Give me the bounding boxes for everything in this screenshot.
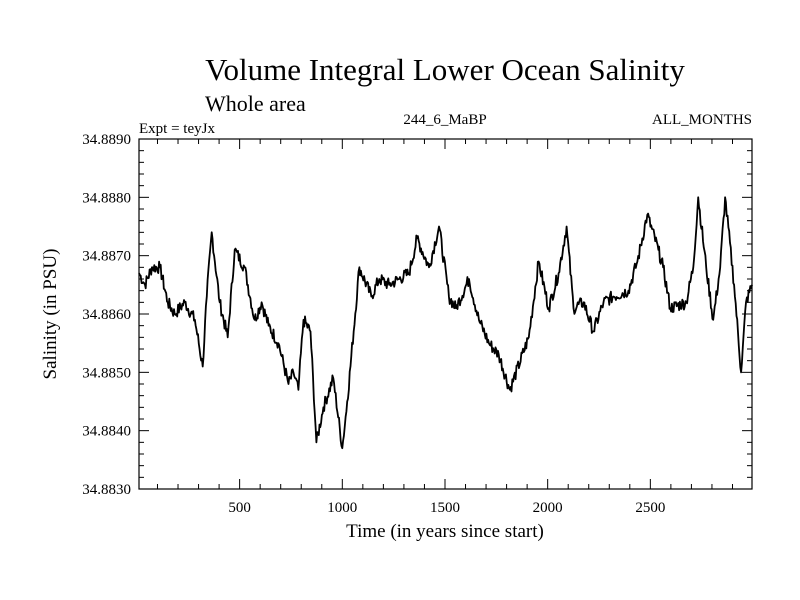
series-layer [138, 196, 753, 450]
x-tick-label: 2000 [533, 500, 563, 516]
x-tick-label: 500 [228, 500, 251, 516]
y-tick-label: 34.8880 [82, 190, 131, 206]
x-tick-label: 1500 [430, 500, 460, 516]
run-id-label: 244_6_MaBP [403, 112, 486, 128]
months-label: ALL_MONTHS [652, 112, 752, 128]
y-axis-label: Salinity (in PSU) [40, 249, 61, 380]
y-tick-label: 34.8840 [82, 424, 131, 440]
y-tick-label: 34.8850 [82, 365, 131, 381]
y-tick-label: 34.8860 [82, 307, 131, 323]
axis-ticks [139, 138, 752, 490]
plot-frame [138, 138, 753, 490]
chart-title: Volume Integral Lower Ocean Salinity [205, 52, 685, 87]
y-tick-label: 34.8830 [82, 482, 131, 498]
x-tick-labels: 500 1000 1500 2000 2500 [228, 500, 665, 516]
plot-area: 34.8830 34.8840 34.8850 34.8860 34.8870 34.88… [82, 132, 753, 516]
x-tick-label: 2500 [635, 500, 665, 516]
x-tick-label: 1000 [327, 500, 357, 516]
chart-subtitle: Whole area [205, 91, 306, 116]
y-tick-labels: 34.8830 34.8840 34.8850 34.8860 34.8870 34.88… [82, 132, 131, 498]
experiment-label: Expt = teyJx [139, 121, 215, 137]
y-tick-label: 34.8870 [82, 249, 131, 265]
series-line-salinity [138, 196, 753, 450]
y-tick-label: 34.8890 [82, 132, 131, 148]
x-axis-label: Time (in years since start) [346, 521, 544, 542]
